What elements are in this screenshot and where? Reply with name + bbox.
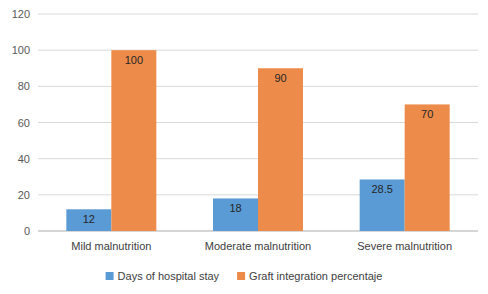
bar [360,179,405,231]
bars [66,50,449,231]
data-label: 70 [421,108,433,120]
data-labels: 12 100 18 90 28.5 70 [83,54,434,225]
data-label: 100 [125,54,143,66]
data-label: 90 [274,72,286,84]
legend-label: Graft integration percentaje [249,270,382,282]
y-tick-label: 80 [18,80,30,92]
x-tick-label: Moderate malnutrition [205,240,311,252]
bar [213,198,258,231]
bar [258,68,303,231]
y-tick-label: 20 [18,189,30,201]
legend-swatch [237,272,245,280]
grid [38,14,478,231]
chart-container: 0 20 40 60 80 100 120 12 100 18 90 28.5 70 Mild malnu… [0,0,488,294]
chart-svg: 0 20 40 60 80 100 120 12 100 18 90 28.5 70 Mild malnu… [0,0,488,294]
y-tick-label: 40 [18,153,30,165]
legend: Days of hospital stay Graft integration p… [106,270,383,282]
data-label: 12 [83,213,95,225]
data-label: 18 [229,202,241,214]
bar [66,209,111,231]
x-tick-label: Severe malnutrition [357,240,452,252]
legend-swatch [106,272,114,280]
grid-line [38,14,478,15]
y-tick-label: 120 [12,8,30,20]
x-tick-label: Mild malnutrition [71,240,151,252]
y-tick-label: 60 [18,117,30,129]
grid-line [38,50,478,51]
data-label: 28.5 [371,183,392,195]
bar [405,104,450,231]
bar [111,50,156,231]
legend-label: Days of hospital stay [118,270,220,282]
y-tick-label: 100 [12,44,30,56]
y-tick-label: 0 [24,225,30,237]
